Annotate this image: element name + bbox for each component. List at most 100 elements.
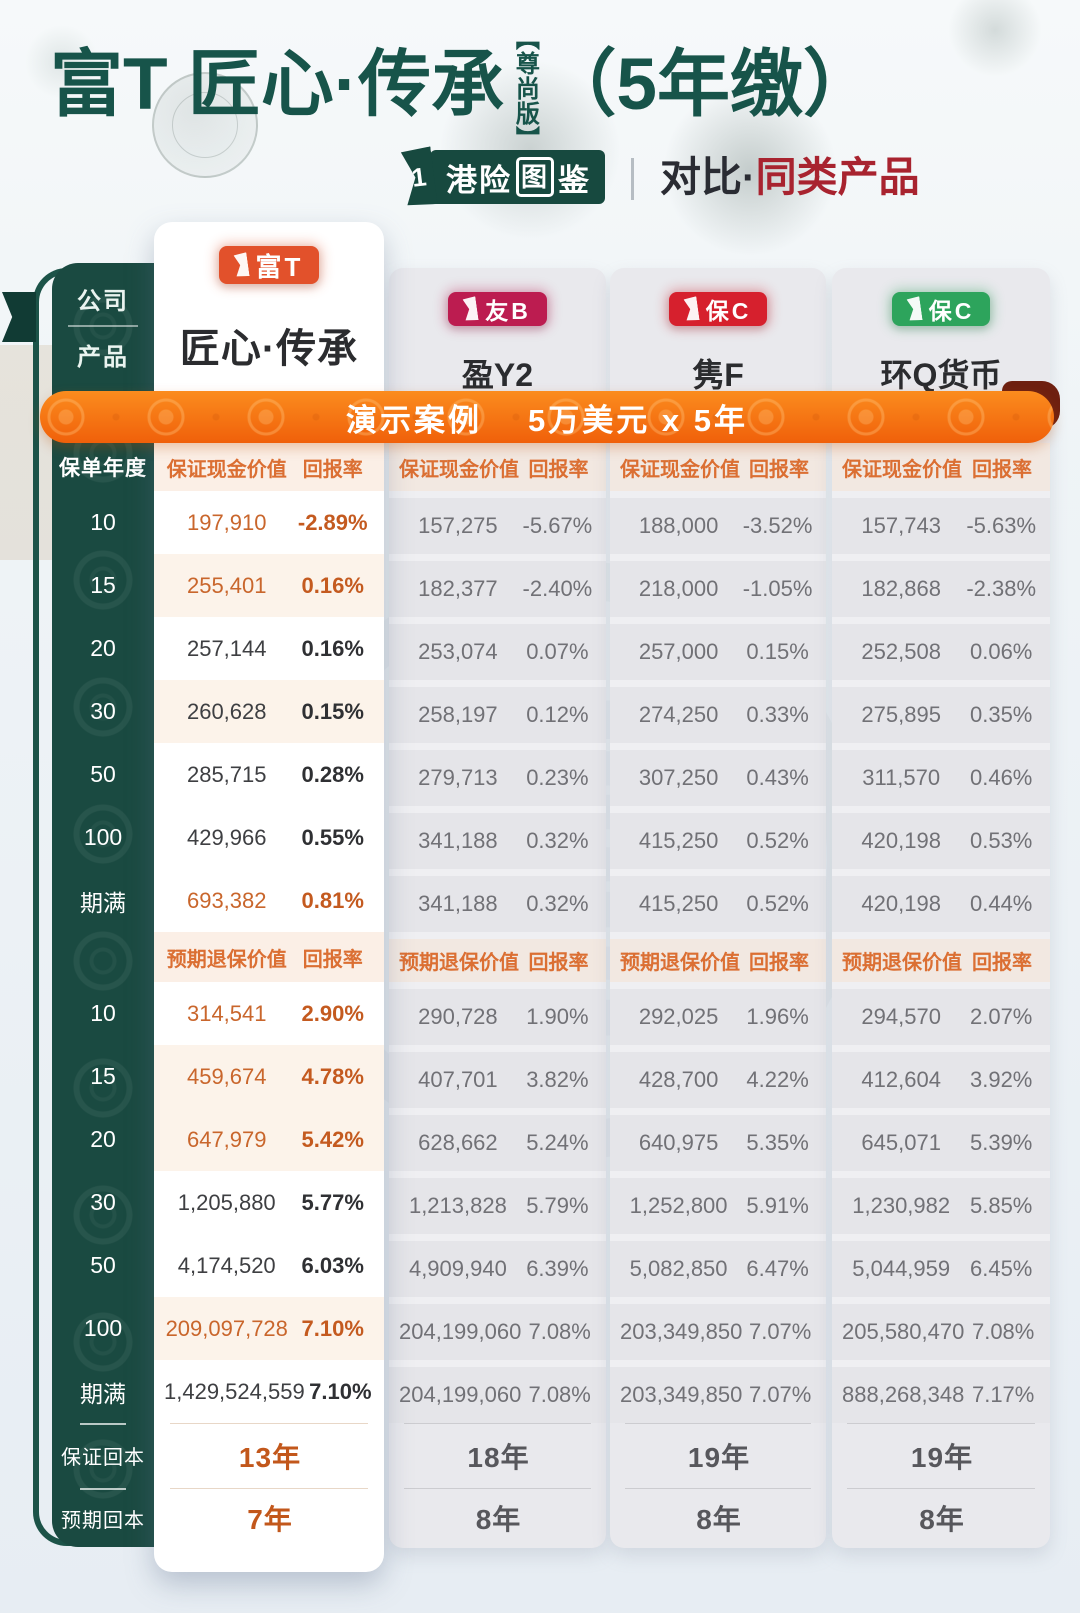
cash-value: 203,349,850 [620,1382,743,1407]
year-cell: 20 [90,1126,116,1152]
table-row-cell: 253,074 0.07% [389,617,606,680]
breakeven-years: 19年 [687,1441,751,1473]
table-row-cell: 294,570 2.07% [832,982,1050,1045]
value-column-header: 保证现金价值 [620,458,740,481]
ribbon-icon [906,296,922,322]
bookmark-flag-icon [2,292,36,342]
value-column-header: 预期退保价值 [620,952,740,974]
section-header-cell: 预期退保价值 回报率 [389,932,606,982]
value-column-header: 保证现金价值 [842,458,962,481]
value-column-header: 预期退保价值 [399,952,519,974]
return-rate: 7.17% [971,1382,1035,1407]
product-label: 产品 [77,344,129,371]
table-row-cell: 188,000 -3.52% [610,491,826,554]
table-row-cell: 1,230,982 5.85% [832,1171,1050,1234]
company-label: 公司 [77,288,129,315]
year-cell: 20 [90,635,116,661]
product-card: 友B 盈Y2 保证现金价值 回报率 157,275 -5.67% 182,377 -2.4… [389,268,606,1548]
table-row-cell: 157,275 -5.67% [389,491,606,554]
table-row-cell: 290,728 1.90% [389,982,606,1045]
cash-value: 5,082,850 [629,1256,728,1281]
rate-column-header: 回报率 [528,952,589,974]
cash-value: 257,144 [186,635,267,661]
table-row-cell: 258,197 0.12% [389,680,606,743]
cash-value: 157,743 [861,513,941,538]
return-rate: 0.33% [746,702,809,727]
return-rate: 0.35% [969,702,1033,727]
cash-value: 1,213,828 [408,1193,507,1218]
table-row-cell: 209,097,728 7.10% [154,1297,384,1360]
cash-value: 420,198 [861,828,941,853]
return-rate: 1.96% [746,1004,809,1029]
breakeven-cell: 13年 [154,1423,384,1488]
year-cell: 10 [90,1000,116,1026]
footer-label: 预期回本 [52,1488,154,1547]
table-row-cell: 203,349,850 7.07% [610,1360,826,1423]
breakeven-years: 19年 [910,1441,974,1473]
cash-value: 255,401 [186,572,267,598]
breakeven-years: 8年 [919,1504,965,1535]
cash-value: 279,713 [418,765,498,790]
return-rate: 5.42% [301,1126,364,1152]
compare-label: 对比· [660,154,756,200]
return-rate: 0.28% [301,761,364,787]
table-row-cell: 279,713 0.23% [389,743,606,806]
breakeven-cell: 18年 [389,1423,606,1488]
table-row-cell: 314,541 2.90% [154,982,384,1045]
cash-value: 1,252,800 [629,1193,728,1218]
compare-category: 同类产品 [755,154,920,200]
cash-value: 253,074 [418,639,498,664]
cash-value: 640,975 [638,1130,719,1155]
cash-value: 218,000 [638,576,719,601]
table-row-cell: 292,025 1.96% [610,982,826,1045]
return-rate: 0.32% [526,891,589,916]
boxed-character: 图 [516,157,555,197]
cash-value: 4,174,520 [177,1252,276,1278]
return-rate: 5.79% [526,1193,589,1218]
return-rate: 0.15% [746,639,809,664]
return-rate: 6.39% [526,1256,589,1281]
table-row-cell: 341,188 0.32% [389,869,606,932]
return-rate: 0.32% [526,828,589,853]
cash-value: 290,728 [418,1004,498,1029]
cash-value: 459,674 [186,1063,267,1089]
demo-case-label: 演示案例 [346,402,483,438]
cash-value: 341,188 [418,828,498,853]
breakeven-years: 18年 [467,1441,530,1473]
cash-value: 415,250 [638,828,719,853]
year-cell: 30 [90,698,116,724]
label-divider [68,325,138,327]
cash-value: 5,044,959 [852,1256,951,1281]
table-row-cell: 420,198 0.44% [832,869,1050,932]
table-row-cell: 285,715 0.28% [154,743,384,806]
cash-value: 888,268,348 [842,1382,965,1407]
cash-value: 341,188 [418,891,498,916]
edition-tag: 【尊尚版】 [511,26,539,151]
breakeven-years: 8年 [475,1504,522,1535]
cash-value: 274,250 [638,702,719,727]
company-badge: 友B [448,292,547,326]
year-column-header: 保单年度 [59,457,147,480]
year-cell: 50 [90,761,116,787]
return-rate: 0.23% [526,765,589,790]
year-cell: 15 [90,572,116,598]
cash-value: 204,199,060 [399,1319,522,1344]
breakeven-years: 7年 [247,1504,293,1535]
return-rate: 6.47% [746,1256,809,1281]
cash-value: 209,097,728 [165,1315,288,1341]
table-row-cell: 647,979 5.42% [154,1108,384,1171]
cash-value: 204,199,060 [399,1382,522,1407]
label-column: 公司 产品 保单年度 10 15 20 30 50 100 期满 10 15 20 30 50 100 期满… [52,263,154,1547]
table-row-cell: 274,250 0.33% [610,680,826,743]
rate-column-header: 回报率 [302,458,363,481]
demo-case-value: 5万美元 x 5年 [528,402,748,438]
year-cell: 期满 [80,889,126,916]
cash-value: 1,205,880 [177,1189,276,1215]
cash-value: 294,570 [861,1004,941,1029]
cash-value: 285,715 [186,761,267,787]
return-rate: 7.10% [309,1378,372,1404]
table-row-cell: 204,199,060 7.08% [389,1297,606,1360]
table-row-cell: 888,268,348 7.17% [832,1360,1050,1423]
return-rate: -2.40% [522,576,593,601]
